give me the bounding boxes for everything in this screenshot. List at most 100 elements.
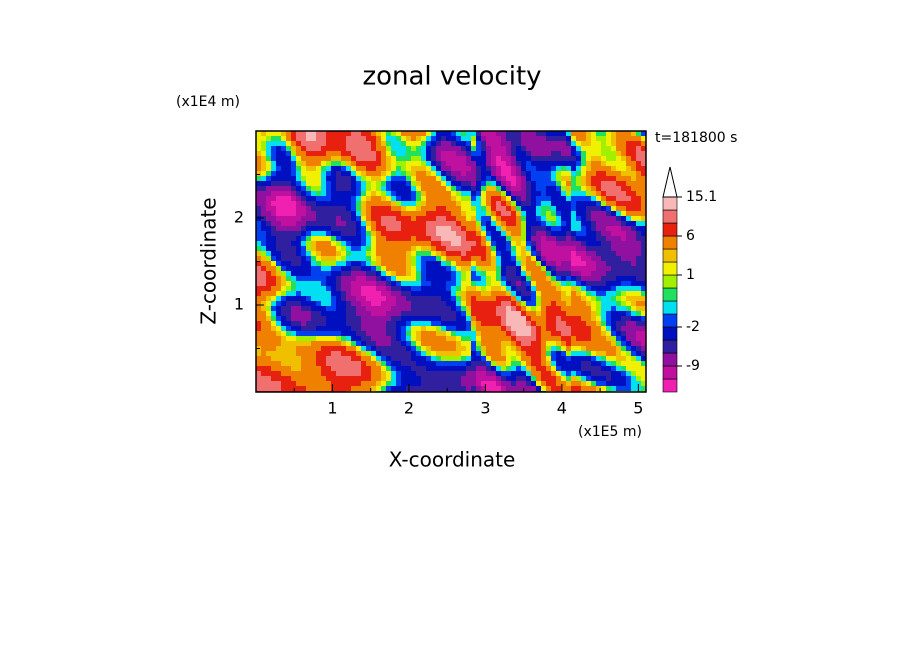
contour-cell [371, 206, 391, 211]
contour-cell [636, 151, 646, 156]
contour-cell [326, 171, 331, 176]
contour-cell [641, 376, 646, 381]
contour-cell [281, 146, 286, 151]
contour-cell [611, 286, 616, 291]
contour-cell [556, 186, 561, 191]
contour-cell [606, 271, 646, 276]
contour-cell [361, 356, 371, 361]
contour-cell [576, 211, 586, 216]
contour-cell [486, 191, 501, 196]
contour-cell [551, 281, 556, 286]
contour-cell [371, 251, 376, 256]
contour-cell [321, 161, 326, 166]
contour-cell [366, 236, 371, 241]
contour-cell [366, 196, 371, 201]
contour-cell [571, 286, 576, 291]
contour-cell [481, 266, 496, 271]
contour-cell [366, 271, 376, 276]
contour-cell [406, 336, 411, 341]
contour-cell [531, 181, 536, 186]
contour-cell [506, 281, 511, 286]
contour-cell [561, 216, 571, 221]
contour-cell [336, 186, 351, 191]
contour-cell [306, 241, 311, 246]
contour-cell [581, 376, 586, 381]
contour-cell [416, 146, 421, 151]
contour-cell [326, 376, 371, 381]
contour-cell [291, 196, 296, 201]
contour-cell [381, 271, 386, 276]
contour-cell [451, 271, 456, 276]
contour-cell [486, 146, 491, 151]
contour-cell [566, 321, 586, 326]
contour-cell [461, 171, 466, 176]
contour-cell [461, 146, 466, 151]
contour-cell [536, 186, 546, 191]
contour-cell [301, 321, 306, 326]
contour-cell [581, 256, 591, 261]
contour-cell [286, 146, 291, 151]
contour-cell [276, 266, 281, 271]
contour-cell [441, 171, 446, 176]
contour-cell [281, 286, 286, 291]
contour-cell [551, 386, 561, 391]
contour-cell [521, 271, 526, 276]
contour-cell [381, 191, 386, 196]
contour-cell [266, 221, 271, 226]
contour-cell [531, 296, 536, 301]
contour-cell [386, 166, 391, 171]
contour-cell [521, 261, 526, 266]
contour-cell [631, 216, 641, 221]
contour-cell [376, 241, 431, 246]
contour-cell [331, 266, 341, 271]
contour-cell [401, 381, 421, 386]
contour-cell [256, 386, 281, 391]
contour-cell [266, 166, 271, 171]
contour-cell [501, 211, 511, 216]
contour-cell [256, 371, 261, 376]
contour-cell [361, 346, 366, 351]
contour-cell [401, 211, 426, 216]
contour-cell [306, 321, 326, 326]
contour-cell [326, 306, 336, 311]
contour-cell [586, 281, 606, 286]
contour-cell [566, 141, 571, 146]
contour-cell [286, 271, 291, 276]
contour-cell [256, 181, 271, 186]
contour-cell [636, 346, 641, 351]
contour-cell [616, 206, 626, 211]
contour-cell [366, 166, 376, 171]
contour-cell [486, 246, 491, 251]
contour-cell [406, 151, 421, 156]
contour-cell [506, 161, 511, 166]
contour-cell [486, 251, 491, 256]
contour-cell [551, 361, 556, 366]
contour-cell [521, 356, 531, 361]
contour-cell [526, 216, 536, 221]
contour-cell [261, 371, 281, 376]
contour-cell [531, 276, 546, 281]
contour-cell [616, 321, 626, 326]
contour-cell [501, 276, 506, 281]
contour-cell [541, 336, 561, 341]
contour-cell [636, 301, 646, 306]
contour-cell [501, 386, 506, 391]
contour-cell [356, 211, 361, 216]
contour-cell [581, 156, 586, 161]
contour-cell [571, 231, 576, 236]
contour-cell [486, 176, 491, 181]
contour-cell [406, 271, 411, 276]
contour-cell [276, 291, 281, 296]
contour-cell [316, 356, 326, 361]
contour-cell [351, 186, 356, 191]
contour-cell [356, 216, 361, 221]
contour-cell [456, 281, 461, 286]
contour-cell [451, 196, 456, 201]
contour-cell [506, 186, 511, 191]
contour-cell [591, 226, 596, 231]
contour-cell [536, 331, 541, 336]
contour-cell [306, 196, 316, 201]
contour-cell [561, 281, 566, 286]
contour-cell [351, 156, 356, 161]
contour-cell [546, 211, 551, 216]
